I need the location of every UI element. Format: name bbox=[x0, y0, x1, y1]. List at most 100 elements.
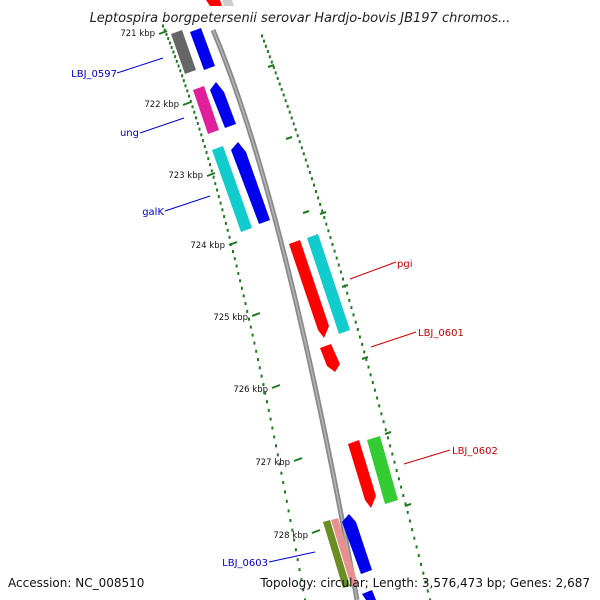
scale-dot bbox=[251, 333, 254, 337]
gene-lbj0597-blue bbox=[190, 28, 215, 70]
scale-dot bbox=[420, 562, 422, 566]
scale-dot bbox=[264, 44, 267, 48]
scale-dot bbox=[232, 250, 234, 253]
gene-top-fragment bbox=[206, 0, 234, 6]
scale-dot bbox=[262, 383, 265, 387]
gene-lbj0603-olive bbox=[323, 520, 350, 588]
scale-dot bbox=[327, 229, 330, 233]
scale-dot bbox=[397, 477, 400, 481]
scale-dot bbox=[300, 146, 303, 150]
scale-dot bbox=[275, 444, 277, 448]
scale-dot bbox=[235, 264, 238, 268]
tick-mark-728 bbox=[311, 529, 321, 534]
gene-label-ung[interactable]: ung bbox=[120, 128, 139, 139]
scale-dot bbox=[315, 190, 317, 193]
scale-dot bbox=[395, 469, 398, 472]
scale-dot bbox=[282, 481, 285, 484]
scale-dot bbox=[294, 548, 297, 552]
gene-label-lbj0603[interactable]: LBJ_0603 bbox=[222, 558, 268, 569]
scale-dot bbox=[304, 158, 307, 162]
scale-dot bbox=[404, 502, 407, 506]
scale-dot bbox=[313, 183, 315, 187]
scale-dot bbox=[304, 598, 306, 600]
scale-dot bbox=[195, 116, 197, 120]
tick-mark-722 bbox=[182, 101, 192, 106]
scale-dot bbox=[346, 291, 349, 295]
scale-dot bbox=[276, 453, 279, 457]
scale-dot bbox=[188, 94, 190, 98]
gene-label-lbj0597[interactable]: LBJ_0597 bbox=[71, 69, 117, 80]
scale-dot bbox=[200, 133, 203, 137]
left-gene-labels: LBJ_0597 ung galK LBJ_0603 bbox=[71, 57, 316, 569]
scale-dot bbox=[356, 328, 359, 331]
gene-galk-cyan bbox=[212, 146, 252, 232]
scale-dot bbox=[165, 32, 168, 36]
scale-dot bbox=[411, 528, 414, 532]
accession-text: Accession: NC_008510 bbox=[8, 576, 144, 590]
gene-label-lbj0601[interactable]: LBJ_0601 bbox=[418, 328, 464, 339]
scale-dot bbox=[286, 104, 289, 108]
scale-dot bbox=[214, 182, 217, 186]
scale-dot bbox=[237, 271, 240, 275]
scale-dot bbox=[310, 177, 313, 181]
tick-label-726: 726 kbp bbox=[233, 385, 268, 395]
tick-mark-721 bbox=[158, 30, 168, 35]
tick-mark-726 bbox=[271, 384, 281, 389]
scale-dot bbox=[298, 140, 301, 144]
gene-pgi-red bbox=[289, 240, 329, 338]
tick-mark-723 bbox=[206, 172, 216, 177]
scale-dot bbox=[179, 69, 182, 73]
scale-dot bbox=[228, 235, 231, 239]
gene-lbj0597-gray bbox=[171, 30, 196, 74]
gene-pgi-cyan bbox=[307, 234, 350, 334]
scale-dot bbox=[319, 202, 322, 206]
scale-dot bbox=[258, 366, 261, 370]
gene-bottom-fragment bbox=[362, 590, 376, 600]
scale-dot bbox=[342, 277, 344, 281]
scale-dot bbox=[386, 436, 389, 440]
tick-marks: 721 kbp 722 kbp 723 kbp 724 kbp 725 kbp … bbox=[120, 29, 412, 541]
scale-dot bbox=[216, 188, 219, 192]
scale-dots bbox=[162, 24, 431, 600]
scale-dot bbox=[163, 28, 166, 32]
scale-dot bbox=[266, 50, 269, 53]
scale-dot bbox=[288, 110, 291, 114]
scale-dot bbox=[181, 74, 184, 78]
scale-dot bbox=[426, 589, 429, 593]
scale-dot bbox=[249, 325, 252, 329]
gene-label-pgi[interactable]: pgi bbox=[397, 259, 412, 270]
scale-dot bbox=[162, 24, 164, 28]
gene-blocks bbox=[171, 28, 398, 600]
scale-dot bbox=[350, 306, 353, 310]
scale-dot bbox=[270, 60, 273, 64]
scale-dot bbox=[284, 99, 287, 103]
scale-dot bbox=[380, 412, 383, 416]
scale-dot bbox=[170, 46, 173, 49]
scale-dot bbox=[308, 170, 311, 174]
scale-dot bbox=[202, 139, 204, 143]
scale-dot bbox=[174, 55, 177, 59]
scale-dot bbox=[242, 294, 245, 298]
scale-dot bbox=[272, 66, 275, 69]
gene-lbj0603-blue bbox=[342, 514, 372, 574]
tick-label-727: 727 kbp bbox=[255, 458, 290, 468]
scale-dot bbox=[348, 298, 351, 302]
scale-dot bbox=[273, 435, 276, 439]
scale-dot bbox=[246, 309, 249, 313]
scale-dot bbox=[300, 578, 303, 582]
scale-dot bbox=[358, 335, 361, 339]
scale-dot bbox=[393, 460, 396, 464]
scale-dot bbox=[198, 127, 201, 131]
scale-dot bbox=[205, 151, 208, 154]
scale-dot bbox=[184, 84, 187, 88]
scale-dot bbox=[325, 222, 328, 226]
gene-label-lbj0602[interactable]: LBJ_0602 bbox=[452, 446, 498, 457]
scale-dot bbox=[221, 208, 224, 212]
scale-dot bbox=[223, 215, 226, 219]
tick-label-722: 722 kbp bbox=[144, 100, 179, 110]
gene-lbj0603-salmon bbox=[331, 518, 358, 586]
scale-dot bbox=[278, 462, 281, 466]
gene-label-galk[interactable]: galK bbox=[142, 207, 164, 218]
scale-dot bbox=[389, 444, 392, 448]
